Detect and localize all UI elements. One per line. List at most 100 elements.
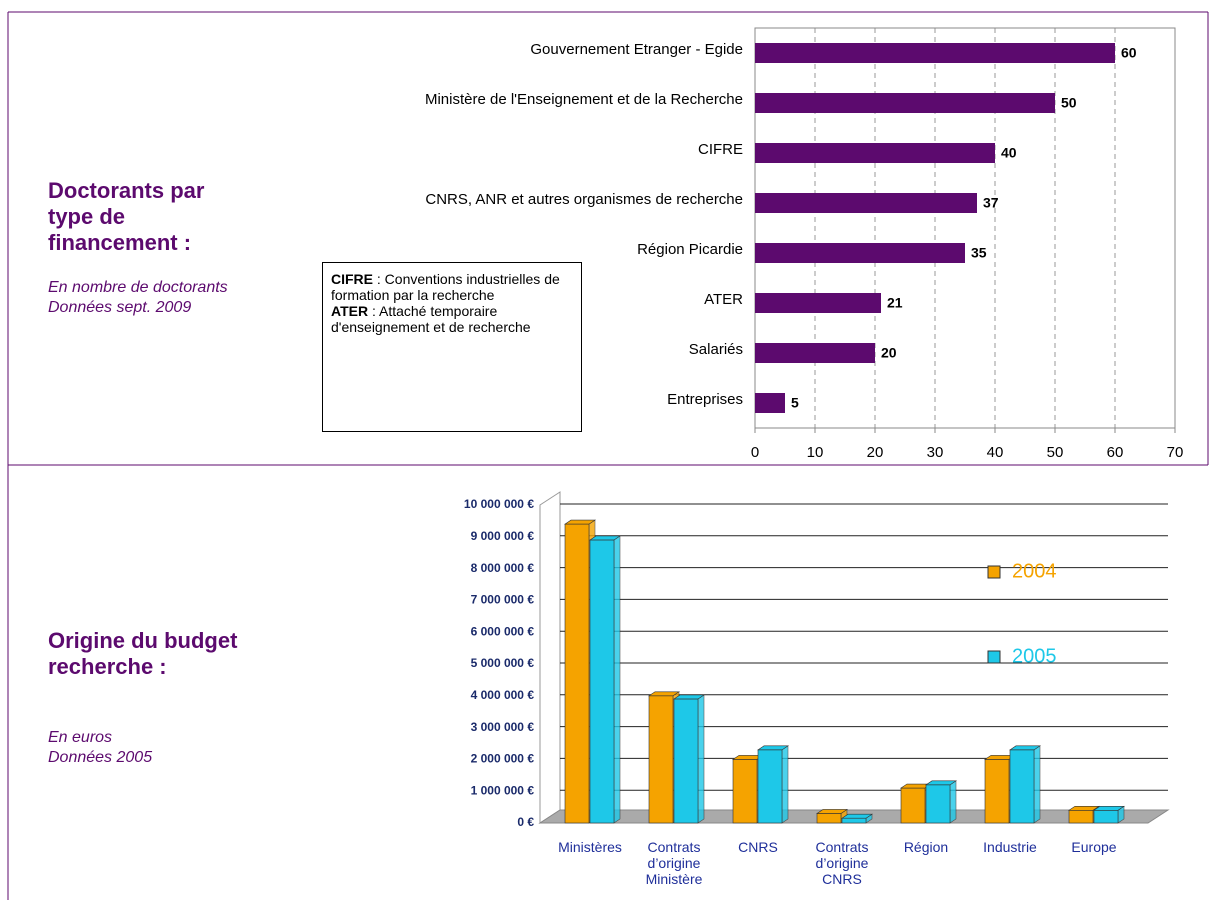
panel-subtitle: En nombre de doctorants — [48, 279, 228, 296]
y-tick-label: Gouvernement Etranger - Egide — [530, 41, 743, 58]
value-label: 60 — [1121, 45, 1137, 61]
y-tick-label: 7 000 000 € — [471, 593, 535, 607]
x-tick-label: 70 — [1167, 444, 1184, 461]
plot-frame — [754, 27, 1176, 429]
y-tick-label: 0 € — [517, 815, 534, 829]
value-label: 40 — [1001, 145, 1017, 161]
bar-side — [781, 745, 789, 824]
panel-title: Doctorants par type de financement : — [48, 178, 205, 255]
value-label: 20 — [881, 345, 897, 361]
bar — [900, 787, 926, 824]
y-tick-label: 5 000 000 € — [471, 656, 535, 670]
bar — [841, 817, 867, 824]
note-text: : Conventions industrielles de formation… — [331, 271, 560, 303]
legend-swatch — [987, 565, 1001, 579]
bar-top — [564, 519, 596, 525]
bar — [732, 759, 758, 824]
bar — [1009, 749, 1035, 824]
x-tick-label: 0 — [751, 444, 759, 461]
bar-top — [841, 813, 873, 819]
x-tick-label: CNRS — [738, 839, 778, 855]
bar — [755, 343, 875, 363]
bar-side — [1033, 745, 1041, 824]
bar-top — [673, 694, 705, 700]
value-label: 5 — [791, 395, 799, 411]
bar-top — [816, 809, 848, 814]
bar — [984, 759, 1010, 824]
value-label: 37 — [983, 195, 999, 211]
bar-side — [697, 694, 705, 824]
y-tick-label: Ministère de l'Enseignement et de la Rec… — [425, 91, 743, 108]
bar — [755, 93, 1055, 113]
bar-top — [648, 691, 680, 697]
bar — [816, 813, 842, 824]
x-tick-label: Contrats d’origine CNRS — [815, 839, 869, 887]
x-tick-label: 40 — [987, 444, 1004, 461]
y-tick-label: ATER — [704, 291, 743, 308]
legend-swatch — [987, 650, 1001, 664]
value-label: 50 — [1061, 95, 1077, 111]
x-tick-label: 30 — [927, 444, 944, 461]
back-wall — [539, 491, 561, 824]
bar — [755, 43, 1115, 63]
bar-side — [613, 535, 621, 824]
bar-top — [589, 535, 621, 541]
note-term: ATER — [331, 303, 369, 319]
bar-top — [1093, 805, 1125, 811]
bar — [1093, 809, 1119, 824]
bar-top — [757, 745, 789, 751]
note-entry: ATER : Attaché temporaire d'enseignement… — [331, 303, 573, 335]
note-box: CIFRE : Conventions industrielles de for… — [322, 262, 582, 432]
x-tick-label: Région — [903, 839, 949, 855]
bar-side — [949, 780, 957, 824]
note-term: CIFRE — [331, 271, 373, 287]
legend-label: 2005 — [1012, 645, 1057, 667]
x-tick-label: Industrie — [983, 839, 1037, 855]
note-entry: CIFRE : Conventions industrielles de for… — [331, 271, 573, 303]
bar — [755, 393, 785, 413]
bar — [564, 523, 590, 824]
x-tick-label: 10 — [807, 444, 824, 461]
y-tick-label: 4 000 000 € — [471, 688, 535, 702]
y-tick-label: CIFRE — [698, 141, 743, 158]
bar — [755, 243, 965, 263]
x-tick-label: 20 — [867, 444, 884, 461]
y-tick-label: 2 000 000 € — [471, 752, 535, 766]
note-text: : Attaché temporaire d'enseignement et d… — [331, 303, 531, 335]
panel-subtitle: Données 2005 — [48, 749, 153, 766]
bar — [755, 293, 881, 313]
y-tick-label: Salariés — [689, 341, 743, 358]
y-tick-label: 9 000 000 € — [471, 529, 535, 543]
panel-title: Origine du budget recherche : — [48, 628, 238, 679]
y-tick-label: 3 000 000 € — [471, 720, 535, 734]
legend-label: 2004 — [1012, 560, 1057, 582]
bar — [755, 143, 995, 163]
bar — [1068, 809, 1094, 824]
y-tick-label: Entreprises — [667, 391, 743, 408]
y-tick-label: 1 000 000 € — [471, 783, 535, 797]
bar — [757, 749, 783, 824]
x-tick-label: Contrats d’origine Ministère — [645, 839, 703, 887]
y-tick-label: 10 000 000 € — [464, 497, 534, 511]
panel-subtitle: Données sept. 2009 — [48, 299, 192, 316]
bar-top — [925, 780, 957, 786]
bar-top — [1068, 805, 1100, 811]
x-tick-label: Europe — [1071, 839, 1117, 855]
x-tick-label: Ministères — [558, 839, 622, 855]
y-tick-label: Région Picardie — [637, 241, 743, 258]
y-tick-label: 6 000 000 € — [471, 624, 535, 638]
bar — [673, 698, 699, 824]
bar — [589, 539, 615, 824]
bar-top — [1009, 745, 1041, 751]
y-tick-label: CNRS, ANR et autres organismes de recher… — [425, 191, 743, 208]
panel-subtitle: En euros — [48, 729, 113, 746]
x-tick-label: 60 — [1107, 444, 1124, 461]
bar — [755, 193, 977, 213]
bar — [925, 784, 951, 824]
x-tick-label: 50 — [1047, 444, 1064, 461]
y-tick-label: 8 000 000 € — [471, 561, 535, 575]
value-label: 21 — [887, 295, 903, 311]
bar — [648, 695, 674, 824]
